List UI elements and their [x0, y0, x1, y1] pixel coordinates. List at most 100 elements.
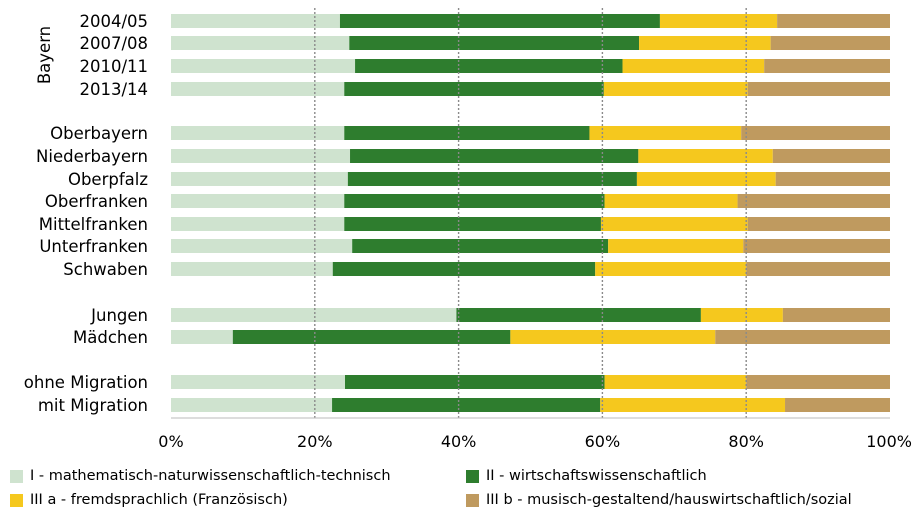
bar-segment-8-series-1: [171, 194, 345, 208]
bar-segment-11-series-2: [332, 262, 596, 276]
legend-label-2: II - wirtschaftswissenschaftlich: [486, 468, 707, 484]
legend-label-4: III b - musisch-gestaltend/hauswirtschaf…: [486, 492, 852, 508]
bar-segment-8-series-2: [344, 194, 605, 208]
bar-segment-13-series-3: [510, 330, 716, 344]
bar-segment-12-series-4: [782, 308, 890, 322]
bar-segment-13-series-4: [715, 330, 890, 344]
category-label-15: mit Migration: [38, 396, 148, 415]
bar-segment-7-series-4: [775, 172, 890, 186]
bar-segment-2-series-2: [349, 36, 640, 50]
bar-segment-5-series-1: [171, 126, 345, 140]
legend-swatch-3: [10, 493, 23, 507]
bar-segment-3-series-3: [622, 59, 765, 73]
bar-segment-8-series-3: [604, 194, 738, 208]
legend-swatch-2: [466, 469, 479, 483]
bar-segment-5-series-4: [741, 126, 890, 140]
bar-segment-7-series-1: [171, 172, 348, 186]
legend-item-series-1: I - mathematisch-naturwissenschaftlich-t…: [10, 468, 391, 484]
bar-segment-6-series-2: [350, 149, 639, 163]
legend-label-1: I - mathematisch-naturwissenschaftlich-t…: [30, 468, 391, 484]
category-labels-layer: 2004/05 2007/08 2010/11 2013/14 Oberbayern Ni…: [24, 12, 148, 415]
bar-segment-1-series-4: [777, 14, 890, 28]
category-label-10: Unterfranken: [39, 237, 148, 256]
legend-item-series-2: II - wirtschaftswissenschaftlich: [466, 468, 707, 484]
bar-segment-1-series-3: [659, 14, 778, 28]
bar-segment-12-series-3: [700, 308, 783, 322]
bar-segment-12-series-1: [171, 308, 457, 322]
group-label-1: Bayern: [35, 26, 54, 84]
bar-segment-10-series-1: [171, 239, 353, 253]
x-tick-label-100: 100%: [866, 432, 912, 451]
bar-segment-13-series-2: [232, 330, 511, 344]
x-tick-label-40: 40%: [441, 432, 477, 451]
category-label-11: Schwaben: [63, 260, 148, 279]
category-label-12: Jungen: [90, 306, 148, 325]
bar-segment-9-series-1: [171, 217, 345, 231]
bars-layer: [171, 14, 890, 412]
bar-segment-11-series-1: [171, 262, 333, 276]
bar-segment-4-series-2: [344, 82, 604, 96]
bar-segment-6-series-3: [638, 149, 773, 163]
bar-segment-14-series-3: [604, 375, 747, 389]
category-label-5: Oberbayern: [50, 124, 148, 143]
bar-segment-8-series-4: [737, 194, 890, 208]
bar-segment-11-series-3: [595, 262, 747, 276]
legend-item-series-4: III b - musisch-gestaltend/hauswirtschaf…: [466, 492, 852, 508]
x-tick-label-60: 60%: [585, 432, 621, 451]
bar-segment-9-series-4: [747, 217, 890, 231]
bar-segment-4-series-4: [747, 82, 890, 96]
bar-segment-15-series-4: [785, 398, 890, 412]
x-tick-label-80: 80%: [728, 432, 764, 451]
bar-segment-3-series-2: [355, 59, 623, 73]
category-label-3: 2010/11: [79, 57, 148, 76]
bar-segment-7-series-3: [636, 172, 776, 186]
bar-segment-3-series-4: [764, 59, 890, 73]
bar-segment-5-series-3: [589, 126, 742, 140]
category-label-7: Oberpfalz: [68, 170, 148, 189]
group-labels-layer: Bayern: [35, 26, 54, 84]
category-label-8: Oberfranken: [45, 192, 148, 211]
bar-segment-14-series-4: [746, 375, 890, 389]
bar-segment-2-series-1: [171, 36, 350, 50]
bar-segment-1-series-1: [171, 14, 340, 28]
bar-segment-13-series-1: [171, 330, 233, 344]
bar-segment-6-series-4: [772, 149, 890, 163]
bar-segment-14-series-2: [345, 375, 605, 389]
category-label-14: ohne Migration: [24, 373, 148, 392]
x-tick-label-20: 20%: [297, 432, 333, 451]
legend-swatch-1: [10, 469, 23, 483]
category-label-6: Niederbayern: [36, 147, 148, 166]
category-label-1: 2004/05: [79, 12, 148, 31]
bar-segment-7-series-2: [347, 172, 637, 186]
bar-segment-9-series-2: [344, 217, 601, 231]
bar-segment-11-series-4: [746, 262, 890, 276]
category-label-2: 2007/08: [79, 34, 148, 53]
bar-segment-4-series-3: [603, 82, 748, 96]
category-label-9: Mittelfranken: [39, 215, 148, 234]
bar-segment-10-series-4: [743, 239, 890, 253]
bar-segment-10-series-2: [352, 239, 609, 253]
bar-segment-1-series-2: [339, 14, 660, 28]
bar-segment-15-series-1: [171, 398, 333, 412]
legend: I - mathematisch-naturwissenschaftlich-t…: [0, 462, 916, 512]
bar-segment-3-series-1: [171, 59, 356, 73]
bar-segment-4-series-1: [171, 82, 345, 96]
bar-segment-12-series-2: [456, 308, 701, 322]
bar-segment-15-series-2: [332, 398, 601, 412]
category-label-13: Mädchen: [73, 328, 148, 347]
bar-segment-14-series-1: [171, 375, 345, 389]
stacked-bar-chart: 2004/05 2007/08 2010/11 2013/14 Oberbayern Ni…: [24, 8, 912, 451]
bar-segment-2-series-3: [639, 36, 771, 50]
legend-label-3: III a - fremdsprachlich (Französisch): [30, 492, 288, 508]
bar-segment-6-series-1: [171, 149, 351, 163]
category-label-4: 2013/14: [79, 80, 148, 99]
bar-segment-5-series-2: [344, 126, 590, 140]
bar-segment-2-series-4: [770, 36, 890, 50]
bar-segment-15-series-3: [600, 398, 786, 412]
legend-swatch-4: [466, 493, 479, 507]
x-tick-label-0: 0%: [158, 432, 183, 451]
x-tick-labels-layer: 0% 20% 40% 60% 80% 100%: [158, 432, 912, 451]
gridlines-layer: [171, 8, 890, 419]
legend-item-series-3: III a - fremdsprachlich (Französisch): [10, 492, 288, 508]
bar-segment-10-series-3: [608, 239, 744, 253]
